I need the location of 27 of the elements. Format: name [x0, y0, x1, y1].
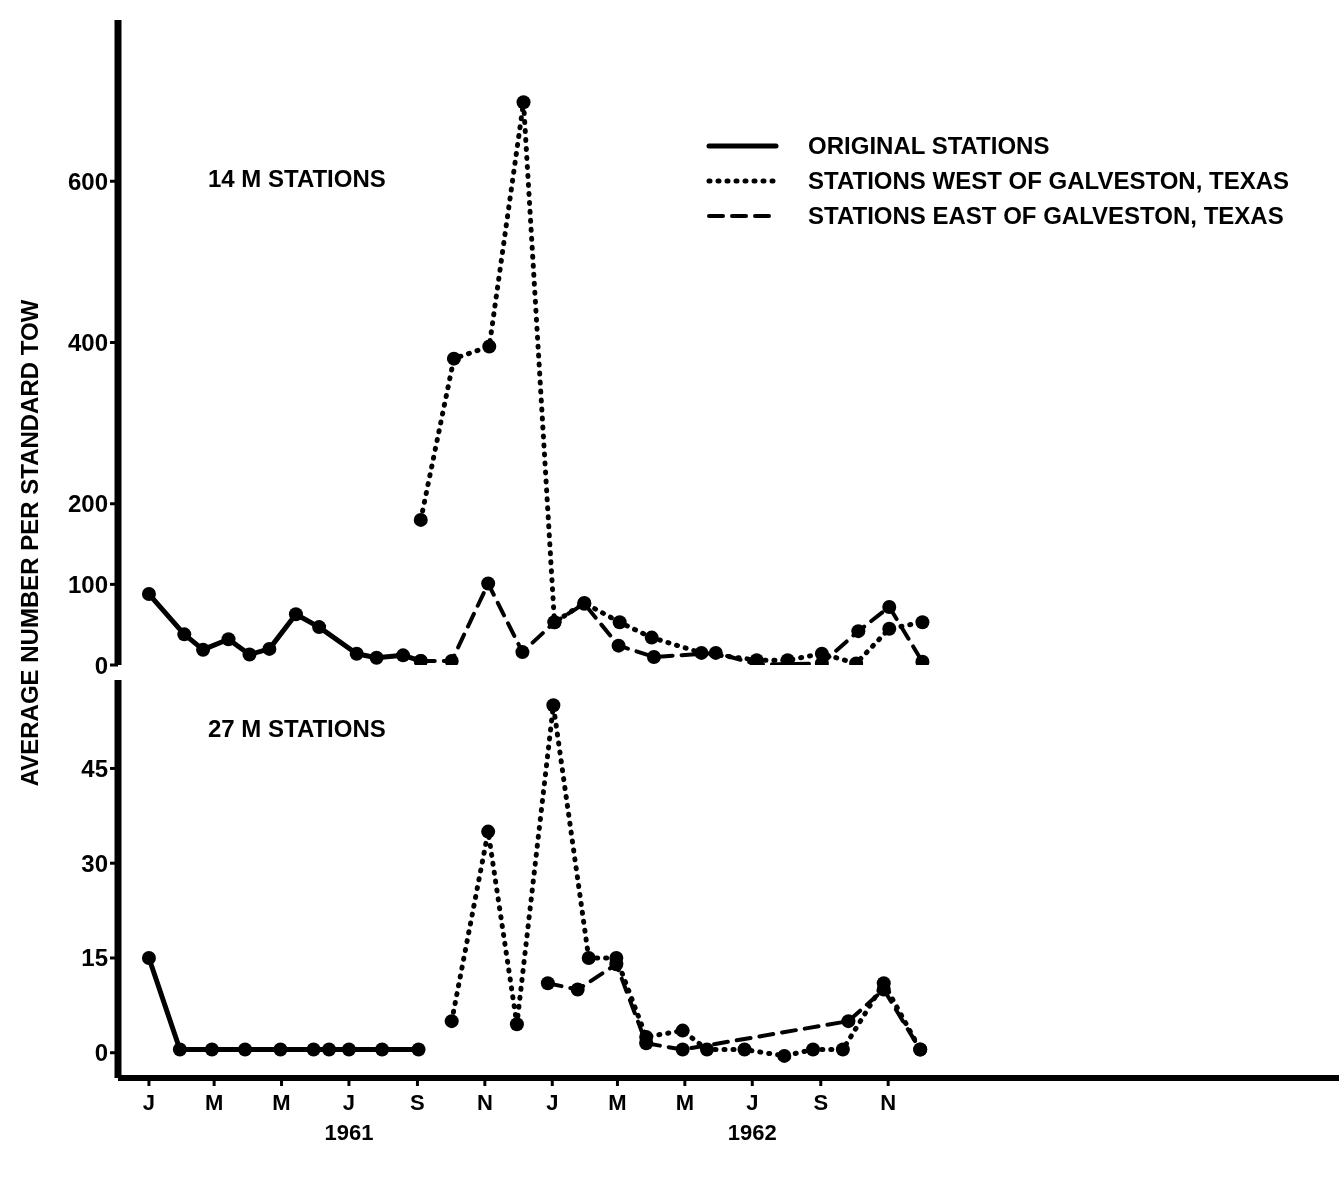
legend-label: STATIONS EAST OF GALVESTON, TEXAS	[808, 201, 1284, 231]
x-tick-label: S	[410, 1090, 425, 1115]
x-tick-label: J 1962	[727, 1090, 777, 1145]
x-tick-label: M	[204, 1090, 224, 1115]
x-tick-label: M	[675, 1090, 695, 1115]
y-tick-label: 0	[94, 1039, 108, 1067]
y-tick-label: 600	[67, 167, 108, 195]
y-tick-label: 100	[67, 570, 108, 598]
legend-label: ORIGINAL STATIONS	[808, 131, 1050, 161]
y-tick-label: 45	[81, 754, 108, 782]
y-tick-label: 30	[81, 849, 108, 877]
legend-label: STATIONS WEST OF GALVESTON, TEXAS	[808, 166, 1289, 196]
y-tick-label: 0	[94, 651, 108, 679]
x-tick-label: J	[142, 1090, 156, 1115]
x-tick-label: N	[880, 1090, 897, 1115]
y-axis-title: AVERAGE NUMBER PER STANDARD TOW	[16, 299, 44, 787]
text: 27 M STATIONS	[208, 715, 386, 743]
x-tick-label: J	[546, 1090, 559, 1115]
y-tick-label: 400	[67, 329, 108, 357]
text: 14 M STATIONS	[208, 165, 386, 193]
x-tick-label: M	[272, 1090, 291, 1115]
x-tick-label: S	[813, 1090, 829, 1115]
x-tick-label: M	[608, 1090, 627, 1115]
y-tick-label: 200	[67, 490, 108, 518]
y-tick-label: 15	[81, 944, 108, 972]
x-tick-label: N	[476, 1090, 493, 1115]
x-tick-label: J 1961	[324, 1090, 374, 1145]
